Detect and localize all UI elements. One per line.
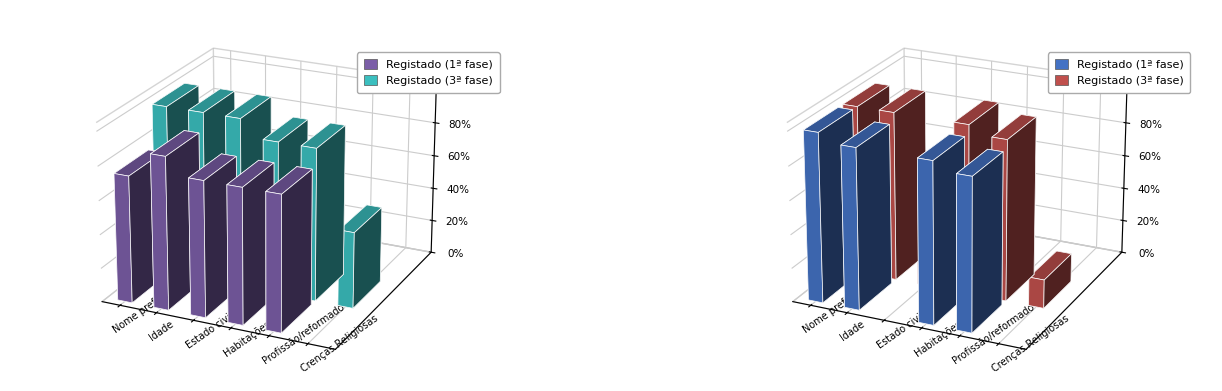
Legend: Registado (1ª fase), Registado (3ª fase): Registado (1ª fase), Registado (3ª fase) bbox=[357, 52, 500, 93]
Legend: Registado (1ª fase), Registado (3ª fase): Registado (1ª fase), Registado (3ª fase) bbox=[1048, 52, 1190, 93]
